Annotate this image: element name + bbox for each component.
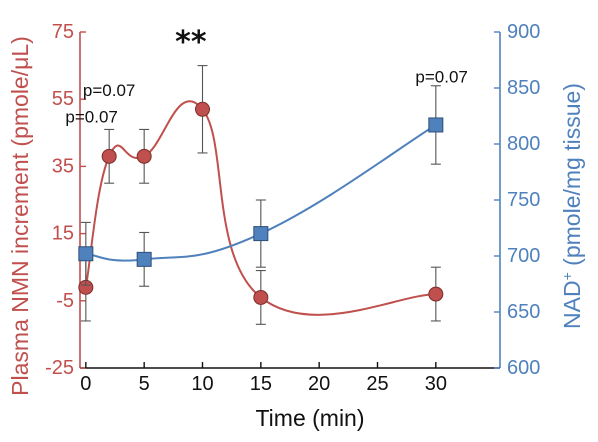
right-axis-title-rest: (pmole/mg tissue)	[559, 83, 585, 272]
left-tick-label: 75	[52, 21, 74, 43]
left-tick-label: -5	[56, 290, 74, 312]
x-tick-label: 0	[80, 373, 91, 395]
right-tick-label: 700	[507, 245, 540, 267]
p-value-label: p=0.07	[83, 81, 135, 100]
left-tick-label: 15	[52, 223, 74, 245]
left-tick-label: -25	[45, 357, 74, 379]
left-tick-label: 55	[52, 88, 74, 110]
x-tick-label: 5	[139, 373, 150, 395]
nad-data-point	[428, 117, 444, 133]
left-axis-title: Plasma NMN increment (pmole/μL)	[7, 36, 33, 396]
x-axis-title: Time (min)	[255, 405, 364, 431]
x-tick-label: 30	[425, 373, 447, 395]
x-tick-label: 15	[250, 373, 272, 395]
nmn-data-point	[101, 148, 117, 164]
x-tick-label: 25	[366, 373, 388, 395]
nmn-data-point	[195, 101, 210, 117]
right-tick-label: 900	[507, 21, 540, 43]
right-tick-label: 800	[507, 133, 540, 155]
significance-label: **	[175, 25, 207, 60]
right-axis-title-sup: +	[559, 272, 575, 280]
right-tick-label: 600	[507, 357, 540, 379]
right-axis-title: NAD+ (pmole/mg tissue)	[559, 83, 585, 329]
right-tick-label: 750	[507, 189, 540, 211]
nad-data-point	[136, 251, 152, 267]
p-value-label: p=0.07	[65, 108, 117, 127]
nad-series-line	[85, 124, 437, 262]
right-tick-label: 650	[507, 301, 540, 323]
left-tick-label: 35	[52, 155, 74, 177]
x-tick-label: 10	[191, 373, 213, 395]
nmn-data-point	[253, 289, 269, 305]
nmn-data-point	[428, 286, 444, 302]
nmn-data-point	[136, 148, 152, 164]
x-tick-label: 20	[308, 373, 330, 395]
p-value-label: p=0.07	[415, 67, 467, 86]
right-tick-label: 850	[507, 77, 540, 99]
right-axis-title-main: NAD	[559, 280, 585, 329]
nad-data-point	[78, 246, 94, 262]
nad-data-point	[253, 226, 269, 242]
